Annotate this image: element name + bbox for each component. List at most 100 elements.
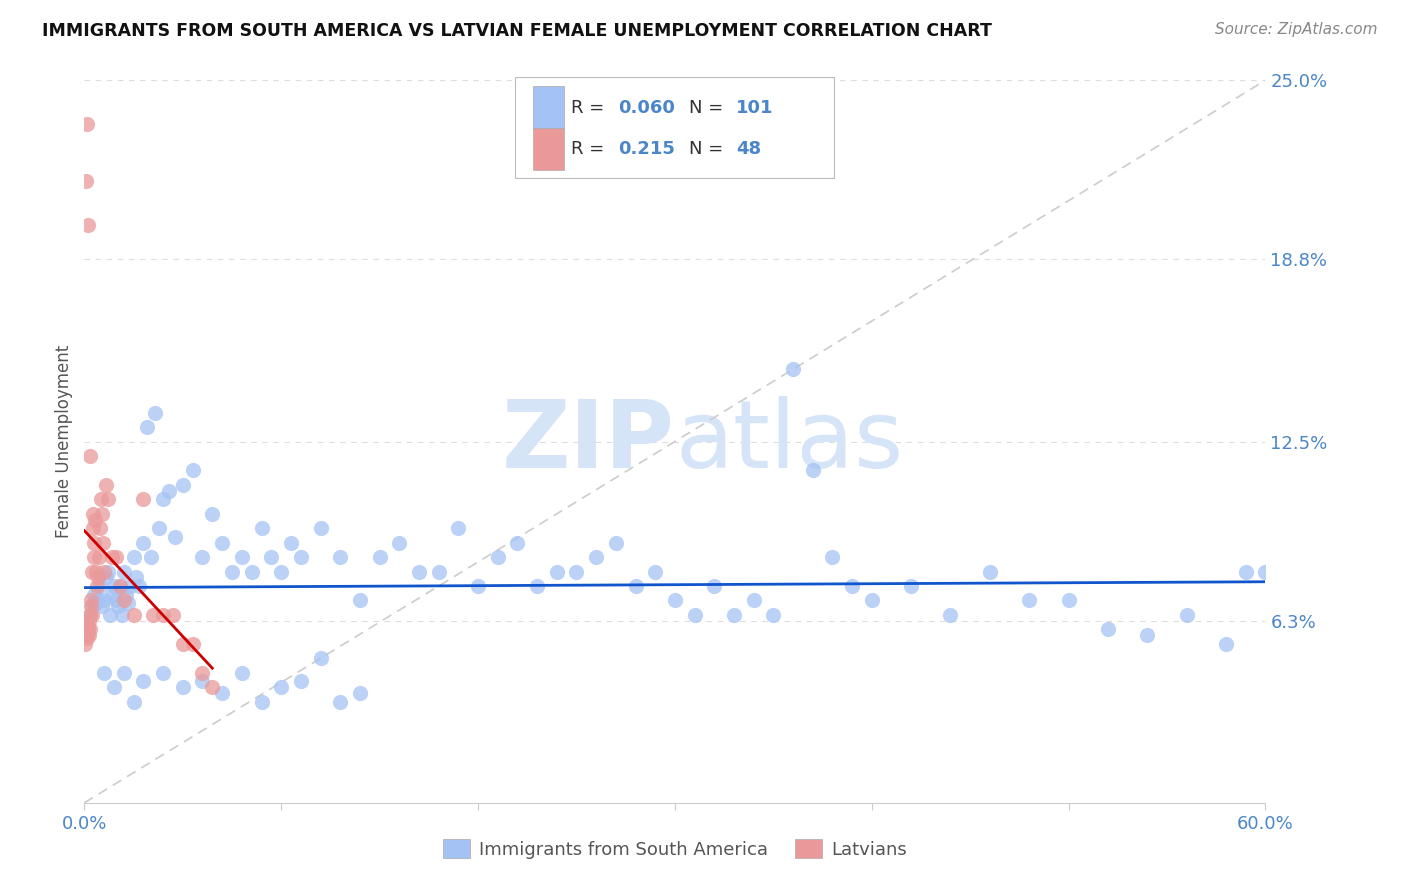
Point [1254, 565, 1277, 579]
Point [329, 550, 352, 565]
Point [142, 607, 165, 622]
FancyBboxPatch shape [533, 87, 564, 129]
Text: N =: N = [689, 140, 735, 158]
Point [94, 478, 117, 492]
Point [467, 579, 489, 593]
Point [89, 521, 111, 535]
Point [1057, 593, 1080, 607]
Point [526, 579, 548, 593]
Point [447, 521, 470, 535]
Point [388, 535, 411, 549]
Point [82, 565, 104, 579]
Point [486, 550, 509, 565]
Point [136, 420, 159, 434]
FancyBboxPatch shape [516, 77, 834, 178]
Point [742, 593, 765, 607]
Point [782, 362, 804, 376]
Y-axis label: Female Unemployment: Female Unemployment [55, 345, 73, 538]
Point [280, 535, 302, 549]
Point [163, 530, 186, 544]
Point [290, 674, 312, 689]
Point [152, 607, 174, 622]
Point [132, 492, 155, 507]
Point [91, 507, 114, 521]
Point [108, 579, 131, 593]
Point [1136, 628, 1159, 642]
Point [231, 550, 253, 565]
Point [76, 631, 98, 645]
Point [939, 607, 962, 622]
Point [162, 607, 184, 622]
Point [84, 512, 107, 526]
Point [128, 579, 150, 593]
Point [75, 628, 97, 642]
Point [132, 674, 155, 689]
Point [122, 607, 145, 622]
Point [98, 607, 121, 622]
Point [83, 535, 105, 549]
Point [122, 550, 145, 565]
Point [860, 593, 883, 607]
Point [644, 565, 666, 579]
Text: ZIP: ZIP [502, 395, 675, 488]
Point [821, 550, 844, 565]
Point [84, 596, 107, 610]
Point [506, 535, 529, 549]
Point [762, 607, 785, 622]
Point [82, 599, 104, 614]
Point [181, 637, 204, 651]
Text: atlas: atlas [675, 395, 903, 488]
Text: Source: ZipAtlas.com: Source: ZipAtlas.com [1215, 22, 1378, 37]
Point [87, 593, 110, 607]
Point [221, 565, 243, 579]
Point [79, 628, 101, 642]
Text: IMMIGRANTS FROM SOUTH AMERICA VS LATVIAN FEMALE UNEMPLOYMENT CORRELATION CHART: IMMIGRANTS FROM SOUTH AMERICA VS LATVIAN… [42, 22, 993, 40]
Point [1215, 637, 1237, 651]
Point [82, 521, 104, 535]
Point [211, 686, 233, 700]
Point [152, 665, 174, 680]
Point [181, 463, 204, 477]
Point [349, 593, 371, 607]
Point [94, 570, 117, 584]
Point [172, 680, 194, 694]
Point [108, 579, 131, 593]
Text: R =: R = [571, 140, 616, 158]
Point [103, 680, 125, 694]
Point [841, 579, 863, 593]
Point [79, 449, 101, 463]
Point [408, 565, 430, 579]
Point [91, 535, 114, 549]
Point [114, 588, 136, 602]
Text: 48: 48 [737, 140, 762, 158]
Point [368, 550, 391, 565]
Point [349, 686, 371, 700]
Point [152, 492, 174, 507]
Point [605, 535, 627, 549]
Point [90, 492, 112, 507]
Point [111, 607, 134, 622]
Point [191, 550, 214, 565]
Point [103, 579, 125, 593]
Point [260, 550, 283, 565]
Point [191, 674, 214, 689]
Point [84, 565, 107, 579]
Point [329, 695, 352, 709]
Point [124, 570, 146, 584]
Point [76, 117, 98, 131]
Point [240, 565, 263, 579]
Point [86, 579, 108, 593]
Point [80, 593, 103, 607]
Point [75, 174, 97, 188]
Point [231, 665, 253, 680]
Point [77, 619, 100, 633]
Point [87, 550, 111, 565]
Point [93, 565, 115, 579]
Point [112, 565, 135, 579]
Point [117, 596, 139, 610]
Text: 0.215: 0.215 [619, 140, 675, 158]
Point [270, 680, 292, 694]
Point [979, 565, 1001, 579]
Point [112, 593, 135, 607]
Point [546, 565, 568, 579]
